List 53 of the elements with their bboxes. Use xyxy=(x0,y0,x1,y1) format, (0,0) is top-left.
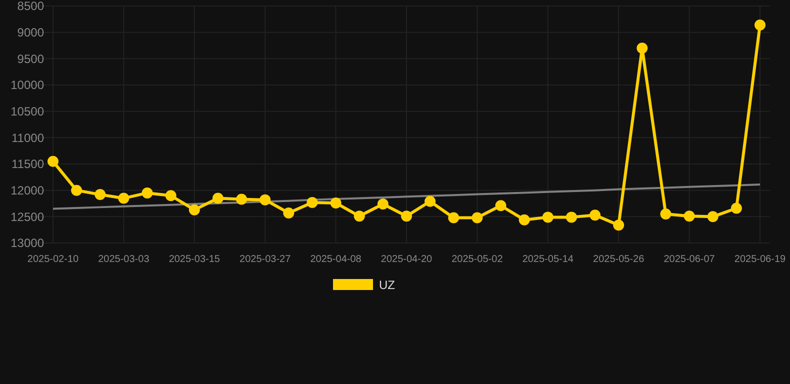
point xyxy=(260,194,271,206)
x-tick-label: 2025-06-07 xyxy=(664,254,716,265)
y-tick-label: 12500 xyxy=(10,210,44,224)
point xyxy=(518,214,530,226)
y-tick-label: 12000 xyxy=(10,184,44,198)
point xyxy=(754,19,766,30)
x-tick-label: 2025-04-08 xyxy=(310,254,362,265)
point xyxy=(590,210,601,221)
x-tick-label: 2025-03-15 xyxy=(168,254,220,265)
y-tick-label: 11000 xyxy=(12,130,44,145)
x-tick-label: 2025-04-20 xyxy=(380,254,433,265)
point xyxy=(448,212,460,224)
point xyxy=(118,192,130,204)
y-tick-label: 9000 xyxy=(17,26,44,40)
legend-label: UZ xyxy=(379,278,395,292)
y-tick-label: 8500 xyxy=(17,0,44,14)
point xyxy=(707,211,718,222)
point xyxy=(236,194,248,205)
point xyxy=(636,42,648,54)
x-tick-label: 2025-05-02 xyxy=(452,254,504,265)
point xyxy=(94,189,106,200)
point xyxy=(142,187,153,198)
point xyxy=(354,210,365,222)
x-tick-label: 2025-03-27 xyxy=(240,254,292,265)
point xyxy=(660,208,672,220)
point xyxy=(212,192,224,204)
point xyxy=(330,197,342,208)
point xyxy=(306,196,318,208)
x-tick-label: 2025-03-03 xyxy=(98,254,150,265)
point xyxy=(424,196,436,207)
point xyxy=(71,184,82,196)
y-tick-label: 10000 xyxy=(10,78,44,92)
x-tick-label: 2025-05-14 xyxy=(522,254,574,265)
y-tick-label: 9500 xyxy=(17,52,44,66)
y-tick-label: 13000 xyxy=(10,236,44,250)
point xyxy=(283,207,294,218)
x-tick-label: 2025-05-26 xyxy=(593,254,645,265)
point xyxy=(495,200,506,212)
point xyxy=(566,212,577,223)
point xyxy=(377,198,388,210)
y-tick-label: 11500 xyxy=(12,157,44,172)
point xyxy=(730,202,742,214)
x-tick-label: 2025-06-19 xyxy=(734,254,786,265)
x-tick-label: 2025-02-10 xyxy=(27,254,80,265)
point xyxy=(542,212,554,223)
point xyxy=(188,204,200,216)
point xyxy=(472,212,483,224)
point xyxy=(684,210,695,222)
point xyxy=(165,190,176,202)
y-tick-label: 10500 xyxy=(10,104,44,119)
point xyxy=(48,156,58,167)
point xyxy=(401,210,412,222)
point xyxy=(613,220,624,231)
